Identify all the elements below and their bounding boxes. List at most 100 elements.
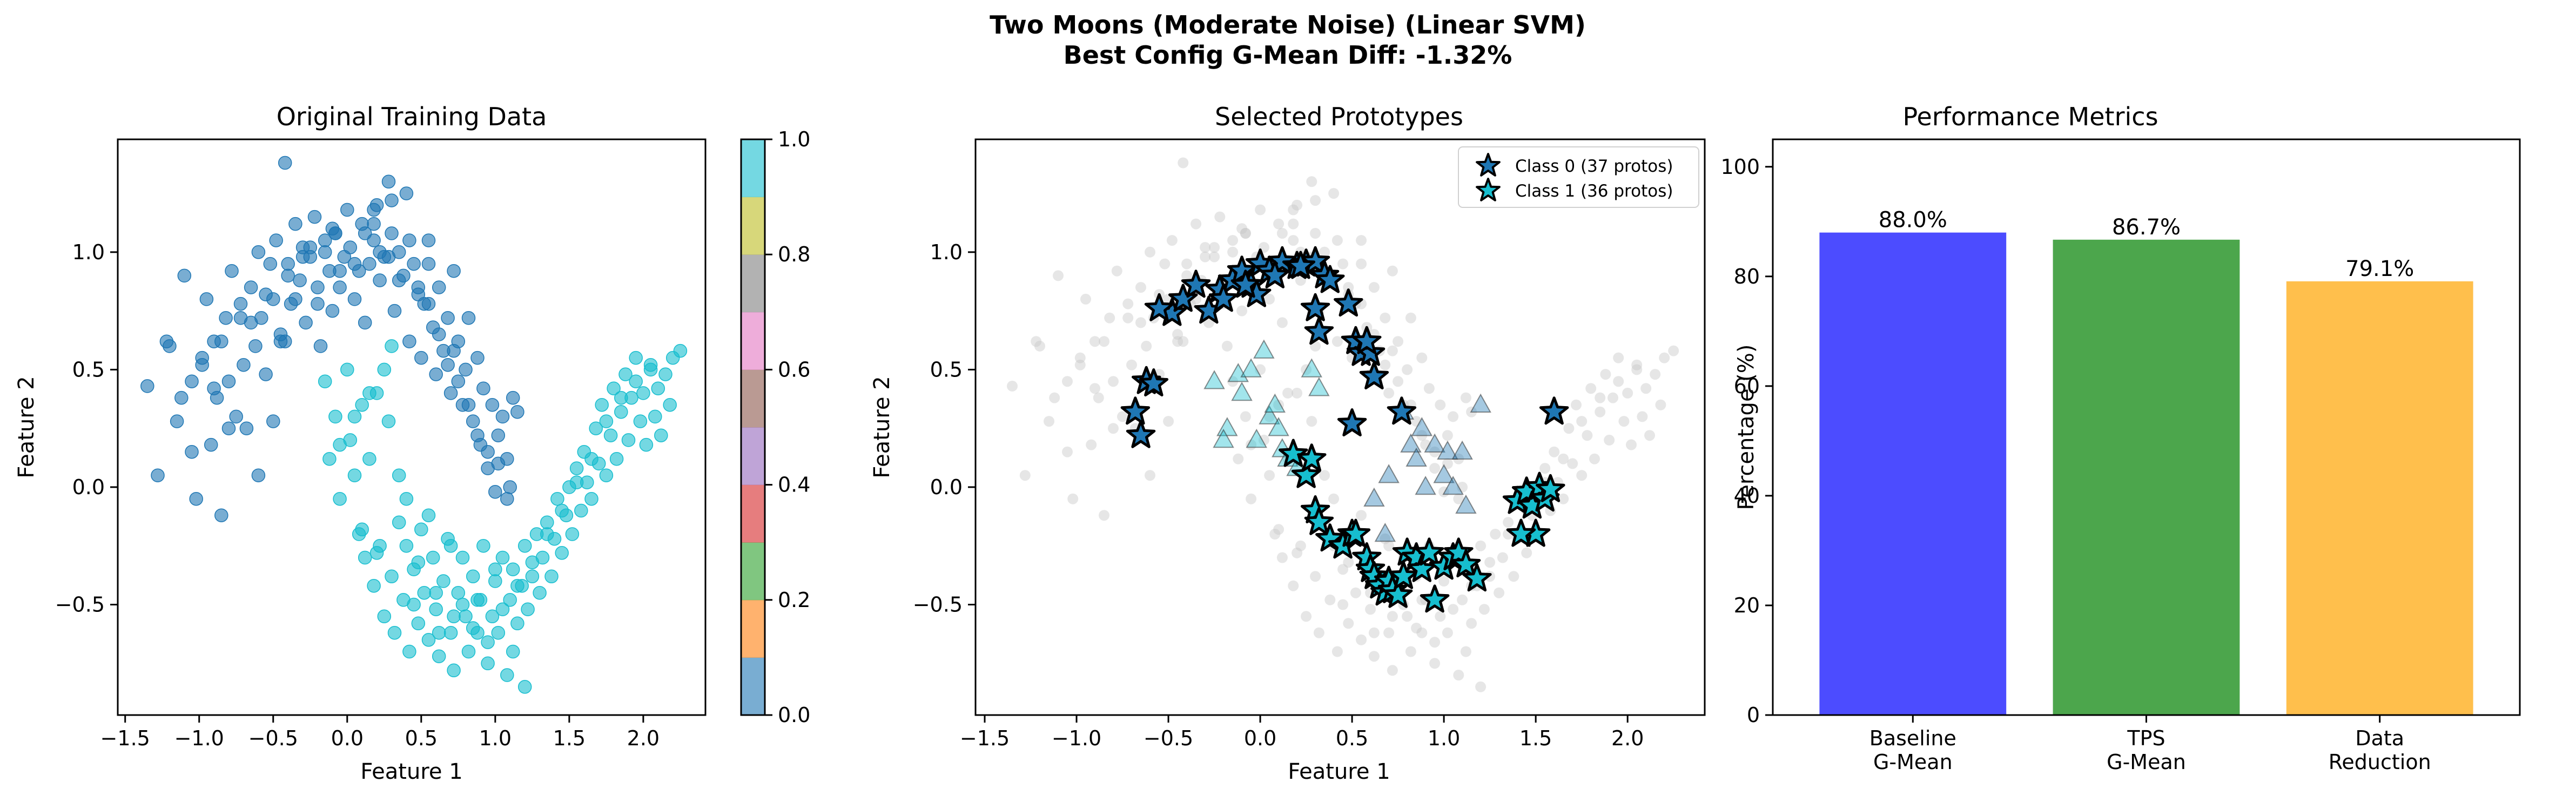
data-point-class1 — [322, 451, 337, 466]
data-point-class1 — [470, 593, 485, 607]
background-point — [1383, 627, 1395, 638]
data-point-class0 — [269, 233, 283, 247]
legend-star-class1-icon — [1476, 178, 1501, 201]
data-point-class1 — [333, 437, 347, 452]
panel3-category-label: G-Mean — [1873, 750, 1953, 774]
background-point — [1435, 611, 1446, 622]
data-point-class1 — [459, 609, 473, 624]
background-point — [1099, 336, 1109, 347]
background-point — [1343, 282, 1354, 293]
data-point-class1 — [358, 550, 372, 565]
background-point — [1380, 359, 1391, 370]
colorbar-segment — [741, 197, 765, 255]
data-point-class1 — [455, 597, 470, 612]
data-point-class0 — [170, 414, 184, 428]
data-point-class1 — [658, 367, 672, 381]
background-point — [1631, 359, 1643, 370]
triangle-class1 — [1442, 475, 1464, 495]
data-point-class1 — [429, 585, 443, 600]
data-point-class0 — [189, 491, 203, 506]
panel1-title: Original Training Data — [277, 102, 547, 131]
panel1-xtick-label: 1.0 — [479, 726, 512, 750]
data-point-class0 — [237, 358, 251, 372]
data-point-class1 — [355, 522, 369, 537]
data-point-class0 — [358, 315, 372, 330]
background-point — [1191, 218, 1202, 230]
data-point-class0 — [373, 273, 387, 287]
background-point — [1337, 599, 1349, 610]
background-point — [1276, 228, 1288, 239]
background-point — [1031, 336, 1042, 347]
legend-star-class0 — [1476, 153, 1501, 177]
background-point — [1324, 594, 1336, 605]
background-point — [1402, 611, 1413, 622]
data-point-class1 — [643, 358, 658, 372]
colorbar-segment — [741, 139, 765, 198]
data-point-class1 — [491, 625, 506, 640]
data-point-class1 — [510, 616, 524, 631]
data-point-class0 — [402, 334, 416, 348]
data-point-class0 — [481, 444, 495, 459]
data-point-class0 — [177, 268, 192, 283]
prototype-star-class0 — [1267, 246, 1297, 274]
data-point-class1 — [432, 649, 446, 663]
background-point — [1227, 235, 1239, 246]
data-point-class0 — [362, 257, 376, 271]
background-point — [1264, 293, 1275, 305]
background-point — [1328, 188, 1340, 199]
data-point-class0 — [367, 203, 381, 217]
background-point — [1292, 387, 1303, 399]
background-point — [1209, 251, 1220, 262]
background-point — [1145, 246, 1155, 258]
background-point — [1613, 352, 1624, 363]
data-point-class0 — [221, 421, 236, 435]
background-point — [1337, 564, 1349, 575]
data-point-class0 — [429, 367, 443, 381]
background-point — [1622, 387, 1633, 399]
background-point — [1135, 282, 1146, 293]
data-point-class1 — [362, 451, 376, 466]
triangle-class0 — [1301, 358, 1323, 378]
background-point — [1306, 416, 1317, 427]
data-point-class0 — [347, 292, 362, 306]
background-point — [1356, 235, 1367, 246]
data-point-class1 — [421, 633, 436, 647]
triangle-class1 — [1374, 522, 1396, 542]
data-point-class0 — [381, 174, 396, 189]
data-point-class1 — [426, 550, 440, 565]
background-point — [1181, 270, 1193, 281]
colorbar-tick-label: 0.0 — [778, 703, 810, 727]
data-point-class1 — [488, 562, 502, 576]
prototype-star-class0 — [1352, 326, 1382, 354]
data-point-class1 — [599, 414, 614, 428]
background-point — [1310, 195, 1321, 206]
data-point-class0 — [225, 264, 239, 278]
data-point-class0 — [432, 327, 446, 341]
data-point-class1 — [607, 381, 621, 395]
data-point-class1 — [633, 414, 648, 428]
data-point-class1 — [544, 569, 559, 584]
data-point-class1 — [651, 381, 665, 395]
data-point-class0 — [219, 311, 233, 325]
background-point — [1343, 618, 1354, 629]
data-point-class0 — [311, 296, 325, 311]
background-point — [1365, 604, 1376, 615]
background-point — [1595, 392, 1606, 403]
prototype-star-class0 — [1300, 293, 1330, 321]
panel-original-training-data: Original Training Data −1.5 −1.0 −0.5 0.0 0.… — [14, 102, 810, 784]
data-point-class1 — [385, 569, 399, 584]
data-point-class1 — [421, 508, 436, 522]
background-point — [1276, 552, 1288, 563]
colorbar-frame — [740, 138, 766, 716]
data-point-class0 — [447, 343, 461, 358]
triangle-class0 — [1203, 370, 1225, 389]
data-point-class1 — [673, 343, 688, 358]
background-point — [1356, 634, 1367, 645]
data-point-class1 — [447, 609, 461, 624]
triangle-class1 — [1405, 447, 1427, 467]
data-point-class0 — [459, 362, 473, 377]
panel3-category-label: Baseline — [1869, 726, 1956, 750]
prototype-star-class1 — [1315, 523, 1345, 552]
data-point-class0 — [259, 287, 273, 301]
data-point-class1 — [525, 569, 540, 584]
